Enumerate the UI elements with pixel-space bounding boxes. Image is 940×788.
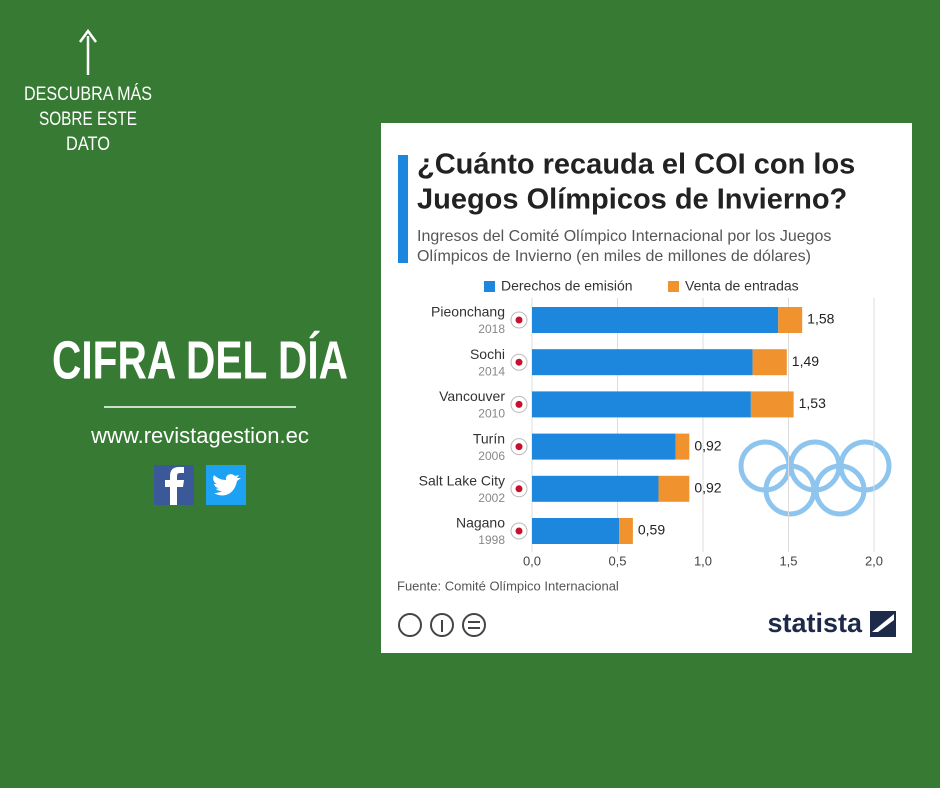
flag-emblem — [515, 443, 523, 451]
bar-segment — [750, 391, 794, 418]
bar-segment — [532, 518, 620, 544]
twitter-glyph — [213, 474, 241, 496]
category-year: 2018 — [478, 322, 505, 336]
chart-subtitle: Olímpicos de Invierno (en miles de millo… — [417, 248, 811, 265]
flag-emblem — [515, 485, 523, 493]
title-accent — [398, 155, 408, 263]
category-label: Salt Lake City — [419, 473, 505, 489]
value-label: 1,58 — [807, 311, 834, 327]
value-label: 1,53 — [799, 395, 826, 411]
x-tick-label: 0,0 — [523, 553, 541, 568]
brand: statista — [767, 608, 863, 638]
cta-text[interactable]: DATO — [66, 134, 110, 155]
bar-segment — [532, 349, 753, 376]
category-label: Pieonchang — [431, 304, 505, 320]
bar-segment — [675, 433, 690, 460]
bar-segment — [658, 475, 690, 502]
x-tick-label: 1,5 — [779, 553, 797, 568]
value-label: 0,92 — [694, 480, 721, 496]
legend-label: Venta de entradas — [685, 278, 799, 294]
chart-card — [381, 123, 912, 653]
license-icons — [398, 613, 486, 637]
brand-logo-mark — [872, 614, 894, 632]
x-tick-label: 0,5 — [608, 553, 626, 568]
arrow-head — [78, 28, 98, 43]
bar-segment — [532, 433, 676, 460]
flag-emblem — [515, 316, 523, 324]
legend-swatch — [668, 281, 679, 292]
category-year: 1998 — [478, 533, 505, 547]
x-tick-label: 1,0 — [694, 553, 712, 568]
legend-swatch — [484, 281, 495, 292]
value-label: 0,92 — [694, 437, 721, 453]
value-label: 0,59 — [638, 522, 665, 538]
category-label: Turín — [473, 430, 505, 446]
bar-segment — [532, 391, 751, 418]
website[interactable]: www.revistagestion.ec — [90, 423, 309, 448]
cta-text[interactable]: SOBRE ESTE — [39, 109, 137, 130]
cta-text[interactable]: DESCUBRA MÁS — [24, 84, 152, 105]
category-year: 2006 — [478, 449, 505, 463]
bar-segment — [532, 307, 779, 333]
bar-segment — [532, 475, 659, 502]
chart-title: ¿Cuánto recauda el COI con los — [417, 149, 855, 181]
heading: CIFRA DEL DÍA — [52, 330, 348, 390]
bar-segment — [778, 307, 803, 333]
category-label: Sochi — [470, 346, 505, 362]
chart-subtitle: Ingresos del Comité Olímpico Internacion… — [417, 228, 831, 245]
flag-emblem — [515, 400, 523, 408]
source: Fuente: Comité Olímpico Internacional — [397, 578, 619, 593]
olympic-rings — [738, 439, 892, 517]
value-label: 1,49 — [792, 353, 819, 369]
x-tick-label: 2,0 — [865, 553, 883, 568]
flag-emblem — [515, 358, 523, 366]
facebook-glyph — [165, 467, 184, 505]
category-year: 2002 — [478, 491, 505, 505]
category-label: Vancouver — [439, 388, 505, 404]
bar-segment — [752, 349, 787, 376]
bar-segment — [619, 518, 633, 544]
plot: 0,0 0,5 1,0 1,5 2,0 Derechos de emisión Venta … — [419, 278, 883, 569]
chart-title: Juegos Olímpicos de Invierno? — [417, 184, 847, 216]
flag-emblem — [515, 527, 523, 535]
category-year: 2014 — [478, 364, 505, 378]
category-year: 2010 — [478, 407, 505, 421]
legend-label: Derechos de emisión — [501, 278, 633, 294]
category-label: Nagano — [456, 515, 505, 531]
